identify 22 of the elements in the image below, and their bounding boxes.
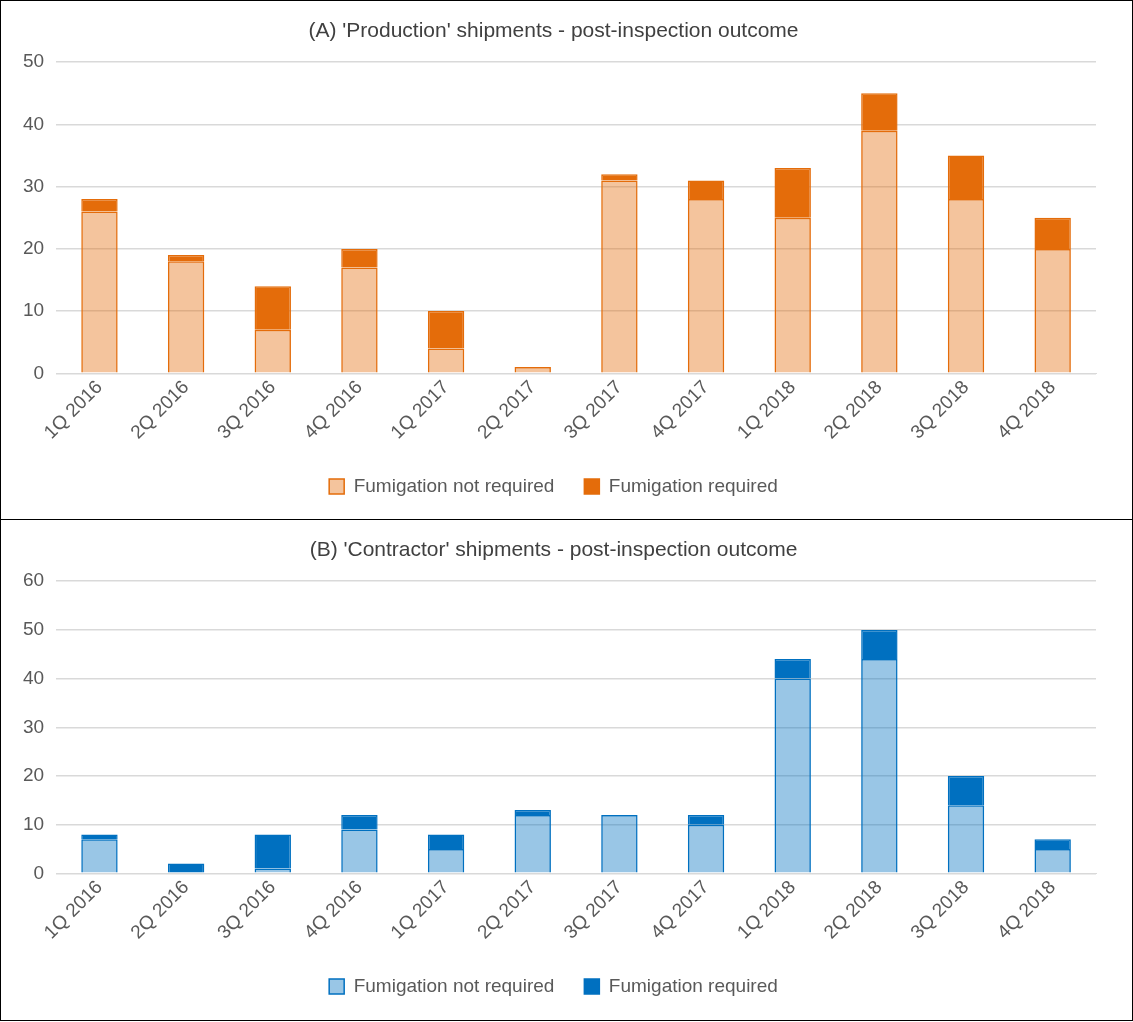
legend-label: Fumigation required [608,474,778,496]
y-tick-label: 20 [22,237,45,259]
y-tick-label: 0 [33,361,45,383]
legend-label: Fumigation not required [353,974,555,996]
chart-title: (A) 'Production' shipments - post-inspection outcome [308,18,799,42]
y-tick-label: 30 [22,715,45,737]
chart-title: (B) 'Contractor' shipments - post-inspection outcome [309,537,798,561]
legend-label: Fumigation required [608,974,778,996]
bar [514,814,551,873]
bar [81,839,118,873]
y-tick-label: 0 [33,861,45,883]
y-tick-label: 10 [22,812,45,834]
y-tick-label: 50 [22,50,45,72]
bar [601,814,638,873]
y-tick-label: 40 [22,112,45,134]
legend-label: Fumigation not required [353,474,555,496]
y-tick-label: 40 [22,666,45,688]
y-tick-label: 10 [22,299,45,321]
y-tick-label: 20 [22,764,45,786]
y-tick-label: 60 [22,569,45,591]
y-tick-label: 50 [22,618,45,640]
y-tick-label: 30 [22,174,45,196]
